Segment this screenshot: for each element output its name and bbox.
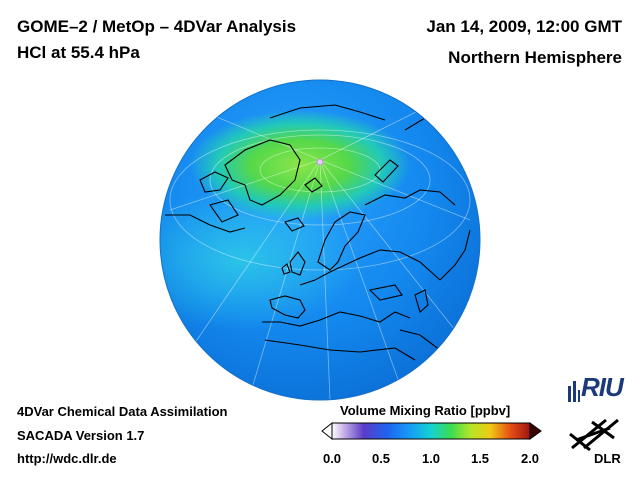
dlr-logo-icon bbox=[569, 418, 619, 452]
date-label: Jan 14, 2009, 12:00 GMT bbox=[426, 17, 622, 36]
colorbar-max-arrow bbox=[529, 422, 542, 440]
footer-line-2: SACADA Version 1.7 bbox=[17, 428, 145, 443]
colorbar-tick: 0.0 bbox=[322, 451, 342, 466]
coastlines bbox=[165, 104, 471, 371]
colorbar-tick: 1.0 bbox=[421, 451, 441, 466]
colorbar bbox=[321, 421, 542, 441]
polar-high-region bbox=[190, 110, 410, 220]
riu-logo-icon bbox=[568, 381, 580, 402]
colorbar-tick: 0.5 bbox=[371, 451, 391, 466]
colorbar-gradient bbox=[331, 422, 531, 440]
footer-line-1: 4DVar Chemical Data Assimilation bbox=[17, 404, 228, 419]
north-pole-marker bbox=[316, 158, 324, 166]
map-title: GOME–2 / MetOp – 4DVar Analysis bbox=[17, 17, 297, 36]
colorbar-tick: 1.5 bbox=[470, 451, 490, 466]
riu-logo-text: RIU bbox=[581, 372, 624, 402]
colorbar-tick: 2.0 bbox=[520, 451, 540, 466]
dlr-logo-text: DLR bbox=[594, 451, 621, 466]
map-subtitle: HCl at 55.4 hPa bbox=[17, 43, 140, 62]
region-label: Northern Hemisphere bbox=[448, 48, 622, 67]
mid-latitude-band bbox=[160, 190, 360, 330]
globe-outline bbox=[159, 79, 481, 401]
colorbar-title: Volume Mixing Ratio [ppbv] bbox=[340, 403, 511, 418]
colorbar-min-arrow bbox=[321, 421, 333, 441]
footer-link[interactable]: http://wdc.dlr.de bbox=[17, 451, 117, 466]
